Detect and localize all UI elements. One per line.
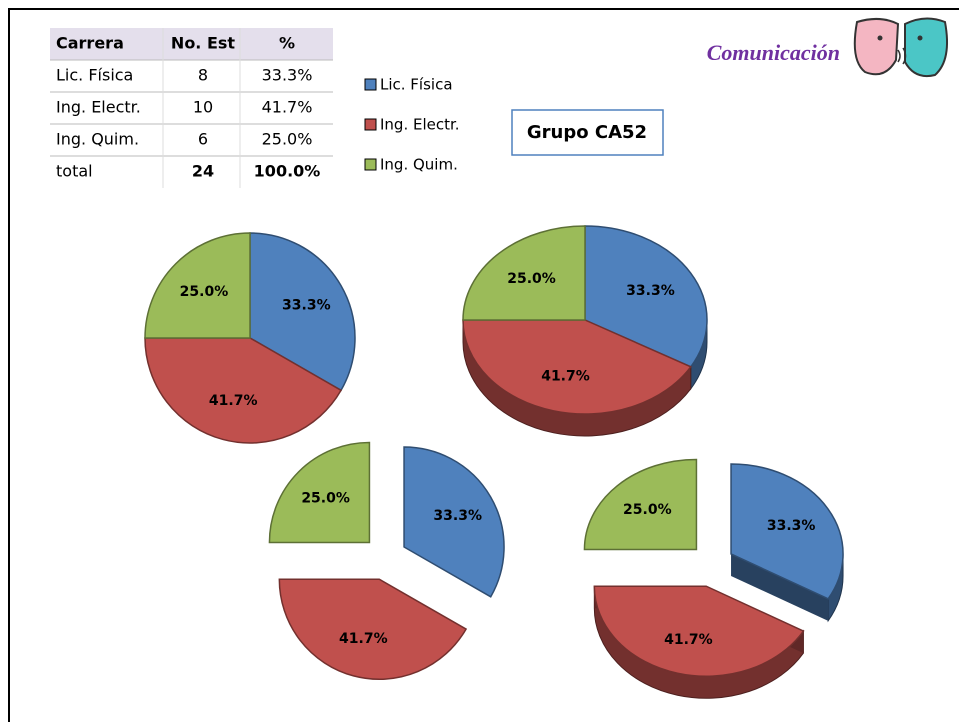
pie-slice-cut bbox=[731, 553, 829, 621]
table-header-bg bbox=[50, 28, 333, 60]
pie-slice bbox=[268, 441, 371, 544]
pie-slice bbox=[462, 225, 586, 321]
pie-value-label: 33.3% bbox=[282, 297, 331, 313]
pie-value-label: 41.7% bbox=[664, 632, 713, 648]
table-cell: 8 bbox=[198, 66, 208, 85]
table-header: % bbox=[279, 34, 295, 53]
table-cell: 10 bbox=[193, 98, 213, 117]
pie-slice bbox=[278, 578, 468, 680]
pie-slice bbox=[583, 458, 698, 551]
table-cell: total bbox=[56, 162, 93, 181]
pie-value-label: 25.0% bbox=[301, 491, 350, 507]
table-cell: 6 bbox=[198, 130, 208, 149]
table-cell: 33.3% bbox=[262, 66, 313, 85]
table-cell: 100.0% bbox=[254, 162, 321, 181]
pie-slice bbox=[144, 232, 251, 339]
header-title: Comunicación bbox=[707, 40, 840, 65]
legend-swatch bbox=[364, 118, 377, 131]
table-header: No. Est bbox=[171, 34, 235, 53]
pie-slice bbox=[249, 232, 356, 392]
table-cell: 25.0% bbox=[262, 130, 313, 149]
table-cell: 41.7% bbox=[262, 98, 313, 117]
pie-value-label: 41.7% bbox=[339, 631, 388, 647]
table-cell: Lic. Física bbox=[56, 66, 133, 85]
pie-value-label: 33.3% bbox=[767, 518, 816, 534]
legend-label: Lic. Física bbox=[380, 76, 453, 94]
legend-label: Ing. Quim. bbox=[380, 156, 458, 174]
table-cell: Ing. Quim. bbox=[56, 130, 139, 149]
pie-slice bbox=[144, 337, 343, 444]
legend-swatch bbox=[364, 158, 377, 171]
table-cell: 24 bbox=[192, 162, 214, 181]
pie-slice bbox=[593, 585, 805, 677]
table-cell: Ing. Electr. bbox=[56, 98, 141, 117]
group-label: Grupo CA52 bbox=[527, 122, 647, 143]
pie-slice bbox=[730, 463, 844, 600]
group-box bbox=[511, 109, 664, 156]
pie-value-label: 41.7% bbox=[209, 393, 258, 409]
pie-slice bbox=[462, 319, 692, 415]
pie-slice bbox=[584, 225, 708, 368]
talk-icon bbox=[853, 17, 948, 78]
legend-swatch bbox=[364, 78, 377, 91]
pie-value-label: 25.0% bbox=[180, 284, 229, 300]
table-header: Carrera bbox=[56, 34, 124, 53]
pie-value-label: 25.0% bbox=[507, 271, 556, 287]
slide-border bbox=[8, 8, 959, 722]
legend-label: Ing. Electr. bbox=[380, 116, 460, 134]
pie-value-label: 41.7% bbox=[541, 368, 590, 384]
pie-slice bbox=[403, 446, 505, 598]
pie-value-label: 33.3% bbox=[626, 283, 675, 299]
pie-value-label: 33.3% bbox=[433, 508, 482, 524]
pie-value-label: 25.0% bbox=[623, 502, 672, 518]
